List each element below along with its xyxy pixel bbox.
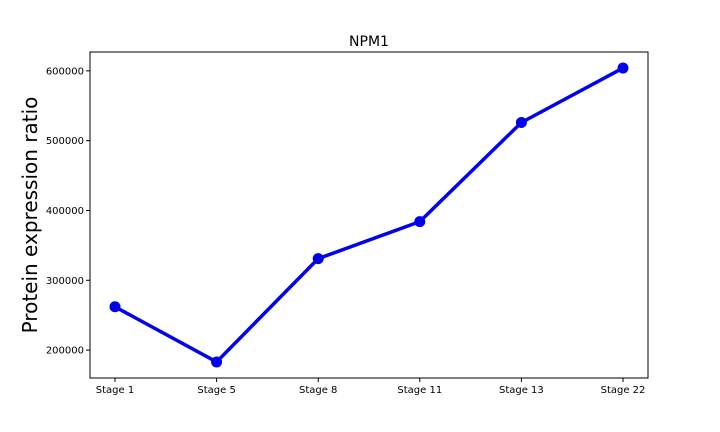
- x-tick-label: Stage 8: [299, 385, 337, 396]
- axis-ticks: 200000 300000 400000 500000 600000 Stage 1 Sta…: [46, 66, 646, 396]
- series-group: [109, 62, 629, 368]
- y-tick-label: 600000: [46, 66, 84, 77]
- y-tick-label: 200000: [46, 346, 84, 357]
- x-tick-label: Stage 13: [499, 385, 544, 396]
- y-tick-label: 300000: [46, 276, 84, 287]
- data-point: [211, 356, 223, 368]
- x-tick-label: Stage 1: [96, 385, 134, 396]
- data-point: [312, 253, 324, 265]
- x-tick-label: Stage 11: [397, 385, 442, 396]
- data-point: [109, 301, 121, 313]
- y-tick-label: 400000: [46, 206, 84, 217]
- data-point: [414, 216, 426, 228]
- y-axis-label: Protein expression ratio: [18, 97, 42, 334]
- data-point: [617, 62, 629, 74]
- plot-frame: [89, 51, 649, 379]
- data-point: [515, 117, 527, 129]
- chart-title: NPM1: [349, 34, 389, 50]
- series-line: [114, 66, 624, 364]
- x-tick-label: Stage 22: [601, 385, 646, 396]
- y-tick-label: 500000: [46, 136, 84, 147]
- x-tick-label: Stage 5: [197, 385, 235, 396]
